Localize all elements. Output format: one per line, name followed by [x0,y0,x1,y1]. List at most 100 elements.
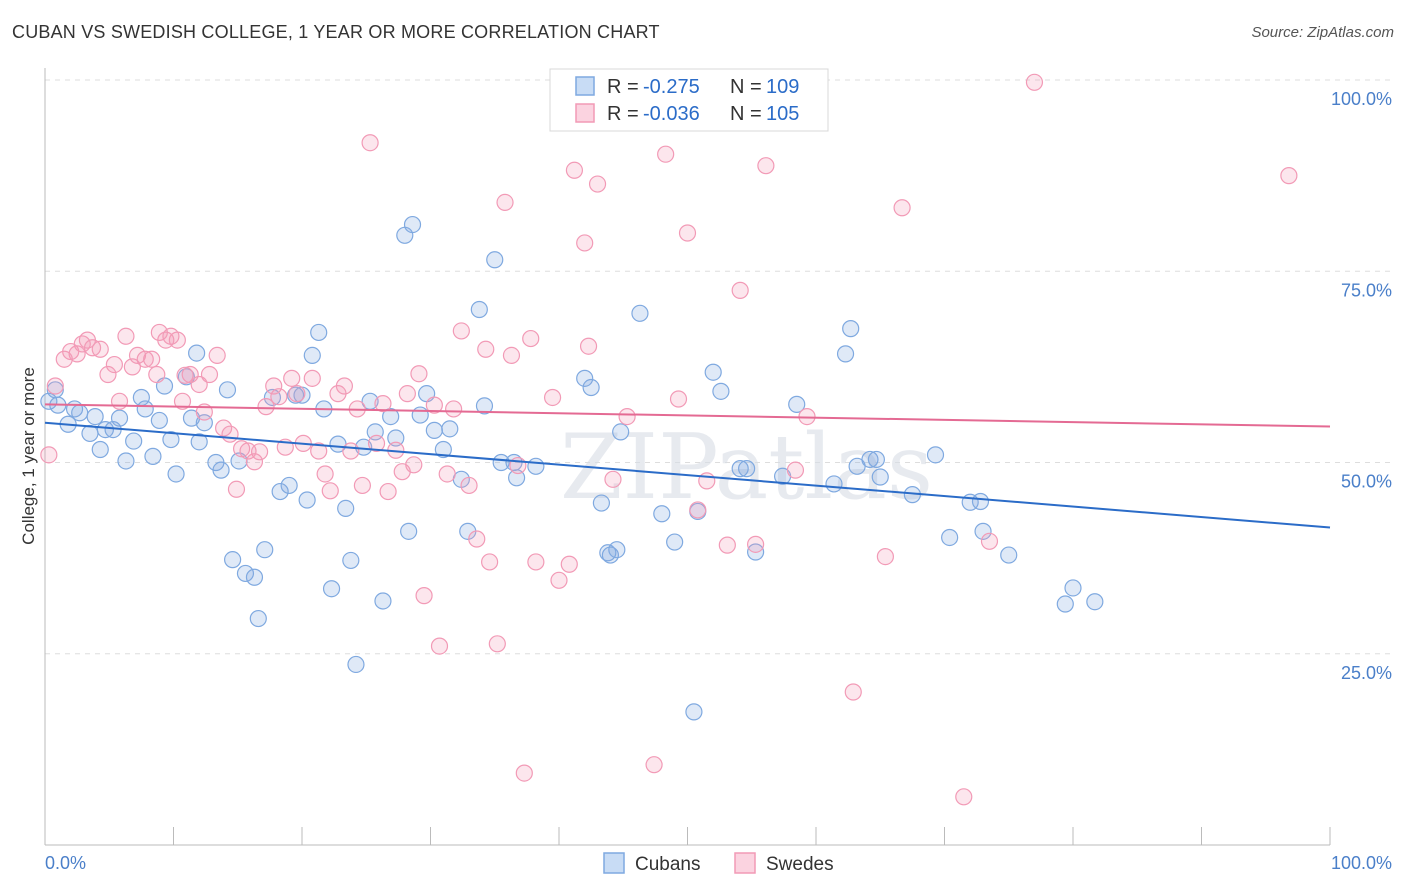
cubans-point-61 [434,440,452,459]
swedes-point-48 [335,377,354,395]
cubans-point-105 [1064,579,1082,597]
cubans-point-72 [576,369,594,387]
swedes-point-59 [405,456,423,474]
trend-lines [44,403,1331,529]
swedes-point-22 [173,392,192,410]
swedes-point-40 [283,369,301,387]
x-tick-labels: 0.0% 100.0% [45,853,1392,873]
swedes-point-65 [445,400,463,418]
cubans-point-47 [342,551,360,570]
y-tick-label-3: 100.0% [1331,89,1392,109]
cubans-point-53 [382,408,400,426]
swedes-point-11 [110,392,129,410]
swedes-point-89 [657,145,675,163]
cubans-point-58 [411,406,429,424]
swedes-point-34 [245,453,264,471]
gridlines [45,79,1395,655]
cubans-point-62 [441,420,459,438]
swedes-point-81 [565,161,584,179]
axes [44,68,1331,846]
swedes-point-21 [168,331,186,349]
cubans-point-24 [190,433,208,451]
swedes-point-102 [893,199,911,217]
swedes-point-91 [678,224,697,242]
swedes-point-31 [227,480,246,498]
cubans-point-67 [486,251,504,269]
swedes-point-90 [669,390,688,408]
cubans-point-54 [387,429,405,447]
swedes-point-0 [40,446,58,464]
swedes-point-106 [1280,167,1298,185]
swedes-point-64 [438,465,456,483]
cubans-point-29 [224,551,242,569]
swedes-point-67 [460,476,478,495]
swedes-point-66 [452,322,470,340]
swedes-point-43 [303,369,321,387]
swedes-point-8 [91,340,109,358]
swedes-point-73 [502,346,521,364]
cubans-point-48 [347,655,365,674]
swedes-point-94 [718,536,736,554]
y-tick-labels: 25.0% 50.0% 75.0% 100.0% [1331,89,1392,683]
swedes-point-1 [46,377,64,395]
swedes-point-27 [200,365,219,384]
cubans-point-83 [704,363,722,381]
cubans-point-60 [425,421,443,439]
cubans-point-78 [612,423,630,441]
legend-n-label-2: N = [730,103,762,125]
cubans-point-103 [1000,546,1018,564]
cubans-point-36 [271,482,289,501]
swedes-trend-line [44,403,1331,428]
bottom-legend-swatch-cubans [603,852,625,874]
swedes-point-55 [379,482,397,501]
swedes-point-92 [689,501,707,519]
source-label: Source: ZipAtlas.com [1251,24,1394,41]
swedes-point-52 [361,134,379,152]
cubans-point-11 [110,409,129,427]
swedes-point-45 [316,465,334,483]
swedes-point-101 [876,547,894,566]
swedes-point-86 [618,408,636,426]
cubans-point-42 [310,323,328,342]
cubans-point-94 [861,450,879,469]
bottom-legend-swatch-swedes [734,852,756,874]
cubans-point-20 [167,465,185,483]
cubans-point-104 [1056,595,1074,613]
cubans-point-68 [492,453,510,472]
legend-r-value-1: -0.275 [643,76,700,98]
cubans-point-75 [599,544,617,562]
swedes-point-30 [221,425,239,443]
cubans-point-102 [974,522,992,540]
y-tick-label-2: 75.0% [1341,280,1392,300]
swedes-point-97 [757,157,775,175]
y-axis-label: College, 1 year or more [19,367,38,545]
swedes-point-60 [410,365,428,383]
swedes-point-71 [488,635,506,653]
legend-r-label-1: R = [607,76,639,98]
legend-n-label-1: N = [730,76,762,98]
cubans-point-89 [788,395,806,413]
bottom-legend-label-swedes: Swedes [766,854,834,875]
x-tick-label-0: 0.0% [45,853,86,873]
swedes-point-98 [786,461,805,479]
cubans-point-66 [475,397,494,415]
swedes-point-85 [604,470,622,488]
cubans-point-56 [400,522,418,540]
swedes-point-28 [208,346,226,364]
cubans-point-95 [867,450,885,469]
legend-r-value-2: -0.036 [643,103,700,125]
swedes-point-35 [250,443,269,461]
cubans-point-52 [374,592,392,610]
cubans-point-73 [582,378,600,397]
swedes-point-12 [117,327,135,345]
swedes-point-68 [468,530,486,548]
cubans-point-15 [136,400,154,418]
swedes-point-79 [550,571,568,589]
swedes-point-15 [136,350,154,368]
cubans-point-90 [825,475,843,493]
cubans-point-74 [592,494,611,512]
swedes-point-76 [522,329,540,348]
cubans-point-37 [280,476,298,495]
swedes-point-10 [105,355,123,374]
cubans-point-99 [941,528,959,547]
